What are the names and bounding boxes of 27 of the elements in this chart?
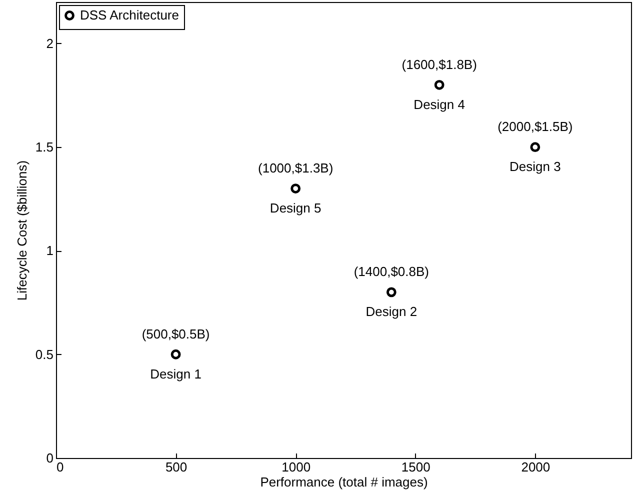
annotation: Design 5 (270, 200, 322, 216)
y-axis-title: Lifecycle Cost ($billions) (14, 160, 30, 301)
annotation: Design 1 (150, 366, 202, 382)
x-tick-label: 0 (56, 460, 64, 474)
y-tick-label: 1 (46, 243, 54, 258)
annotation: Design 3 (510, 159, 561, 174)
annotation: Design 4 (414, 96, 465, 112)
x-tick-label: 2000 (521, 460, 550, 474)
x-tick-label: 1000 (282, 460, 311, 474)
y-tick-label: 0.5 (35, 346, 54, 362)
annotation: Design 2 (366, 304, 418, 320)
y-tick-label: 2 (46, 36, 54, 51)
x-tick-label: 500 (165, 460, 188, 474)
point (170, 349, 181, 360)
annotation: (2000,$1.5B) (498, 119, 573, 134)
y-tick-label: 1.5 (35, 140, 54, 155)
annotation: (500,$0.5B) (142, 326, 210, 342)
annotation: (1000,$1.3B) (258, 160, 334, 176)
x-tick-label: 1500 (401, 460, 430, 474)
legend-label: DSS Architecture (80, 8, 179, 22)
annotation: (1400,$0.8B) (354, 264, 430, 280)
x-axis-title: Performance (total # images) (260, 474, 428, 490)
annotation: (1600,$1.8B) (402, 56, 477, 72)
point (530, 142, 540, 152)
point (290, 184, 301, 194)
point (434, 80, 444, 90)
point (386, 287, 396, 298)
